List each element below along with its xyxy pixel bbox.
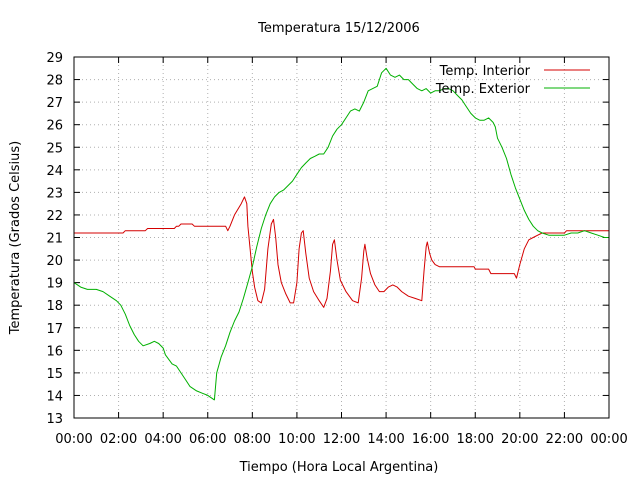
y-tick-label: 18 [46, 299, 63, 314]
y-tick-label: 23 [46, 186, 63, 201]
y-tick-label: 16 [46, 344, 63, 359]
x-tick-label: 00:00 [590, 432, 627, 447]
x-axis: 00:00 02:00 04:00 06:00 08:00 10:00 12:00 14:00… [55, 57, 628, 447]
y-tick-label: 17 [46, 322, 63, 337]
y-tick-label: 26 [46, 119, 63, 134]
y-tick-label: 19 [46, 277, 63, 292]
x-tick-label: 10:00 [278, 432, 315, 447]
y-axis-title: Temperatura (Grados Celsius) [8, 141, 23, 335]
y-tick-label: 24 [46, 164, 63, 179]
y-tick-label: 29 [46, 51, 63, 66]
legend-label: Temp. Interior [439, 64, 531, 79]
x-tick-label: 18:00 [457, 432, 494, 447]
y-tick-label: 13 [46, 412, 63, 427]
x-axis-title: Tiempo (Hora Local Argentina) [239, 460, 439, 475]
x-tick-label: 08:00 [234, 432, 271, 447]
grid [74, 57, 609, 418]
y-axis: 13 14 15 16 17 18 19 20 21 22 23 24 25 26 27 28 29 [46, 51, 609, 427]
x-tick-label: 16:00 [412, 432, 449, 447]
y-tick-label: 22 [46, 209, 63, 224]
y-tick-label: 15 [46, 367, 63, 382]
x-tick-label: 06:00 [189, 432, 226, 447]
y-tick-label: 28 [46, 74, 63, 89]
x-tick-label: 20:00 [501, 432, 538, 447]
legend: Temp. Interior Temp. Exterior [435, 64, 590, 97]
y-tick-label: 27 [46, 96, 63, 111]
chart-title: Temperatura 15/12/2006 [257, 21, 420, 36]
series-line-temp-interior [74, 196, 609, 308]
y-tick-label: 25 [46, 141, 63, 156]
legend-label: Temp. Exterior [435, 82, 531, 97]
x-tick-label: 12:00 [323, 432, 360, 447]
plot-border [73, 56, 610, 419]
x-tick-label: 02:00 [100, 432, 137, 447]
x-tick-label: 22:00 [546, 432, 583, 447]
y-tick-label: 20 [46, 254, 63, 269]
plot-lines [73, 67, 609, 401]
x-tick-label: 04:00 [144, 432, 181, 447]
y-tick-label: 14 [46, 389, 63, 404]
x-tick-label: 14:00 [367, 432, 404, 447]
x-tick-label: 00:00 [55, 432, 92, 447]
y-tick-label: 21 [46, 232, 63, 247]
series-line-temp-exterior [73, 67, 609, 401]
